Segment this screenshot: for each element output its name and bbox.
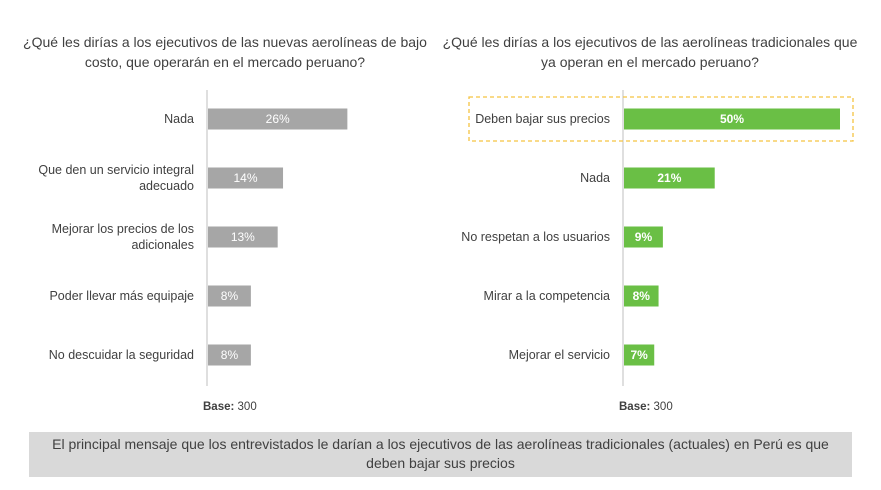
bar-chart-traditional: 50% Deben bajar sus precios 21% Nada 9% No re… xyxy=(461,90,854,413)
category-label: No descuidar la seguridad xyxy=(49,348,194,362)
category-label: Nada xyxy=(164,112,194,126)
chart-title-traditional: ¿Qué les dirías a los ejecutivos de las … xyxy=(442,34,858,70)
bar xyxy=(624,344,655,366)
data-label: 7% xyxy=(630,348,648,362)
bar xyxy=(208,167,284,189)
data-label: 13% xyxy=(231,230,255,244)
base-note: Base: 300 xyxy=(619,401,673,413)
category-label: Que den un servicio integral adecuado xyxy=(38,163,194,193)
category-label: Poder llevar más equipaje xyxy=(49,289,194,303)
data-label: 14% xyxy=(234,171,258,185)
base-note: Base: 300 xyxy=(203,401,257,413)
conclusion-banner: El principal mensaje que los entrevistad… xyxy=(29,432,852,477)
highlight-frame xyxy=(468,96,854,142)
bar xyxy=(624,226,663,248)
category-label: Nada xyxy=(580,171,610,185)
data-label: 50% xyxy=(720,112,744,126)
bar xyxy=(624,108,840,130)
category-label: Mejorar los precios de los adicionales xyxy=(52,222,194,252)
data-label: 8% xyxy=(221,348,239,362)
data-label: 9% xyxy=(635,230,653,244)
bar xyxy=(208,108,348,130)
data-label: 21% xyxy=(657,171,681,185)
data-label: 8% xyxy=(633,289,651,303)
bar xyxy=(208,344,251,366)
category-label: Mirar a la competencia xyxy=(484,289,610,303)
category-label: No respetan a los usuarios xyxy=(461,230,610,244)
bar xyxy=(624,285,659,307)
bar xyxy=(624,167,715,189)
data-label: 26% xyxy=(266,112,290,126)
bar-chart-low-cost: 26% Nada 14% Que den un servicio integral ad… xyxy=(38,90,348,413)
category-label: Mejorar el servicio xyxy=(509,348,610,362)
bar xyxy=(208,285,251,307)
chart-title-low-cost: ¿Qué les dirías a los ejecutivos de las … xyxy=(23,34,427,70)
category-label: Deben bajar sus precios xyxy=(475,112,610,126)
data-label: 8% xyxy=(221,289,239,303)
bar xyxy=(208,226,278,248)
